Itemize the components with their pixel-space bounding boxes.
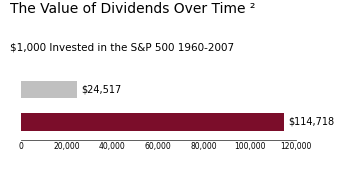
Bar (21, 81, 77, 98)
Text: The Value of Dividends Over Time ²: The Value of Dividends Over Time ² (10, 2, 256, 16)
Text: $1,000 Invested in the S&P 500 1960-2007: $1,000 Invested in the S&P 500 1960-2007 (10, 43, 235, 53)
Bar (21, 113, 284, 131)
Text: $114,718: $114,718 (288, 117, 334, 127)
Text: $24,517: $24,517 (82, 84, 122, 94)
